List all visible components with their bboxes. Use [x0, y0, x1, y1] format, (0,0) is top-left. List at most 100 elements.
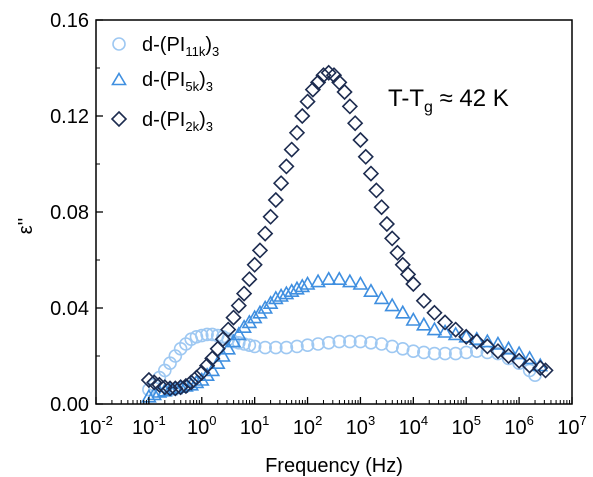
data-point: [183, 374, 200, 391]
x-tick-label: 10-1: [132, 413, 166, 439]
data-point: [479, 338, 496, 355]
x-tick-label: 101: [240, 413, 269, 439]
y-tick-label: 0.12: [50, 106, 89, 128]
x-tick-base: 10: [240, 417, 262, 439]
data-point: [241, 314, 258, 329]
legend-label-1-mid: ): [205, 34, 212, 56]
data-point: [278, 158, 295, 175]
data-point: [225, 309, 242, 326]
x-tick-exponent: 6: [527, 413, 534, 428]
data-point: [231, 335, 246, 350]
data-point: [262, 295, 279, 310]
data-point: [289, 280, 305, 295]
data-point: [490, 335, 506, 350]
data-point: [294, 278, 311, 293]
y-tick-labels: 0.00 0.04 0.08 0.12 0.16: [50, 10, 89, 416]
data-point: [251, 242, 269, 259]
data-point: [151, 376, 168, 393]
data-point: [405, 275, 422, 293]
data-point: [269, 340, 283, 355]
data-point: [278, 285, 295, 300]
x-tick-base: 10: [187, 417, 209, 439]
data-point: [188, 369, 205, 386]
data-point: [384, 297, 401, 312]
data-point: [417, 345, 431, 360]
data-point: [225, 333, 242, 348]
data-point: [267, 191, 284, 209]
data-point: [364, 335, 378, 350]
data-point: [469, 344, 484, 359]
data-point: [415, 316, 432, 331]
data-point: [384, 230, 401, 247]
data-point: [193, 364, 210, 381]
data-point: [385, 339, 399, 354]
data-point: [300, 338, 315, 353]
data-point: [373, 199, 390, 216]
x-tick-exponent: 2: [315, 413, 322, 428]
data-point: [374, 337, 389, 351]
annotation-rest: ≈ 42 K: [433, 85, 509, 112]
data-point: [427, 346, 442, 361]
data-point: [394, 304, 411, 319]
x-tick-base: 10: [293, 417, 315, 439]
data-point: [198, 357, 216, 374]
data-point: [257, 225, 274, 242]
plot-marks: [140, 64, 554, 403]
data-point: [315, 67, 332, 84]
y-axis-title: ε'': [15, 218, 37, 235]
data-point: [458, 328, 475, 343]
data-point: [304, 81, 321, 98]
data-point: [172, 379, 189, 394]
data-point: [199, 367, 215, 382]
data-point: [177, 377, 195, 395]
x-tick-exponent: 4: [421, 413, 428, 428]
data-point: [357, 148, 374, 165]
data-point: [537, 362, 554, 379]
data-point: [406, 344, 421, 359]
data-point: [242, 338, 257, 353]
legend: d-(PI11k)3 d-(PI5k)3 d-(PI2k)3: [110, 34, 219, 134]
data-point: [437, 323, 453, 338]
legend-label-2-pre: d-(PI: [142, 69, 185, 91]
data-point: [352, 275, 369, 290]
y-tick-label: 0.08: [50, 202, 89, 224]
data-point: [140, 371, 158, 389]
data-point: [347, 115, 364, 132]
data-point: [378, 215, 396, 233]
data-point: [310, 273, 326, 288]
data-point: [500, 340, 517, 355]
data-point: [252, 304, 268, 319]
data-point: [468, 333, 485, 350]
data-point: [373, 290, 390, 305]
data-point: [325, 67, 343, 84]
data-point: [500, 347, 517, 365]
data-point: [257, 299, 274, 314]
data-point: [320, 64, 337, 81]
x-tick-exponent: -1: [154, 413, 166, 428]
legend-label-3-sub2: 3: [206, 119, 213, 134]
data-point: [178, 377, 194, 392]
data-point: [336, 83, 353, 101]
data-point: [426, 304, 443, 321]
data-point: [331, 271, 348, 286]
x-tick-base: 10: [132, 417, 154, 439]
data-point: [341, 273, 358, 288]
legend-label-3-mid: ): [199, 109, 206, 131]
data-point: [521, 350, 538, 365]
data-point: [283, 141, 300, 158]
data-point: [290, 339, 304, 354]
data-point: [343, 334, 357, 349]
x-tick-exponent: 7: [580, 413, 587, 428]
annotation-main: T-T: [388, 85, 424, 112]
x-tick-label: 107: [557, 413, 586, 439]
legend-label-2: d-(PI5k)3: [142, 69, 213, 94]
data-point: [395, 341, 410, 356]
data-point: [262, 208, 279, 225]
x-tick-exponent: 5: [474, 413, 481, 428]
data-point: [172, 379, 189, 396]
data-point: [215, 347, 231, 362]
x-tick-label: 103: [346, 413, 375, 439]
legend-label-3-pre: d-(PI: [142, 109, 185, 131]
y-tick-label: 0.04: [50, 298, 89, 320]
data-point: [479, 333, 496, 348]
